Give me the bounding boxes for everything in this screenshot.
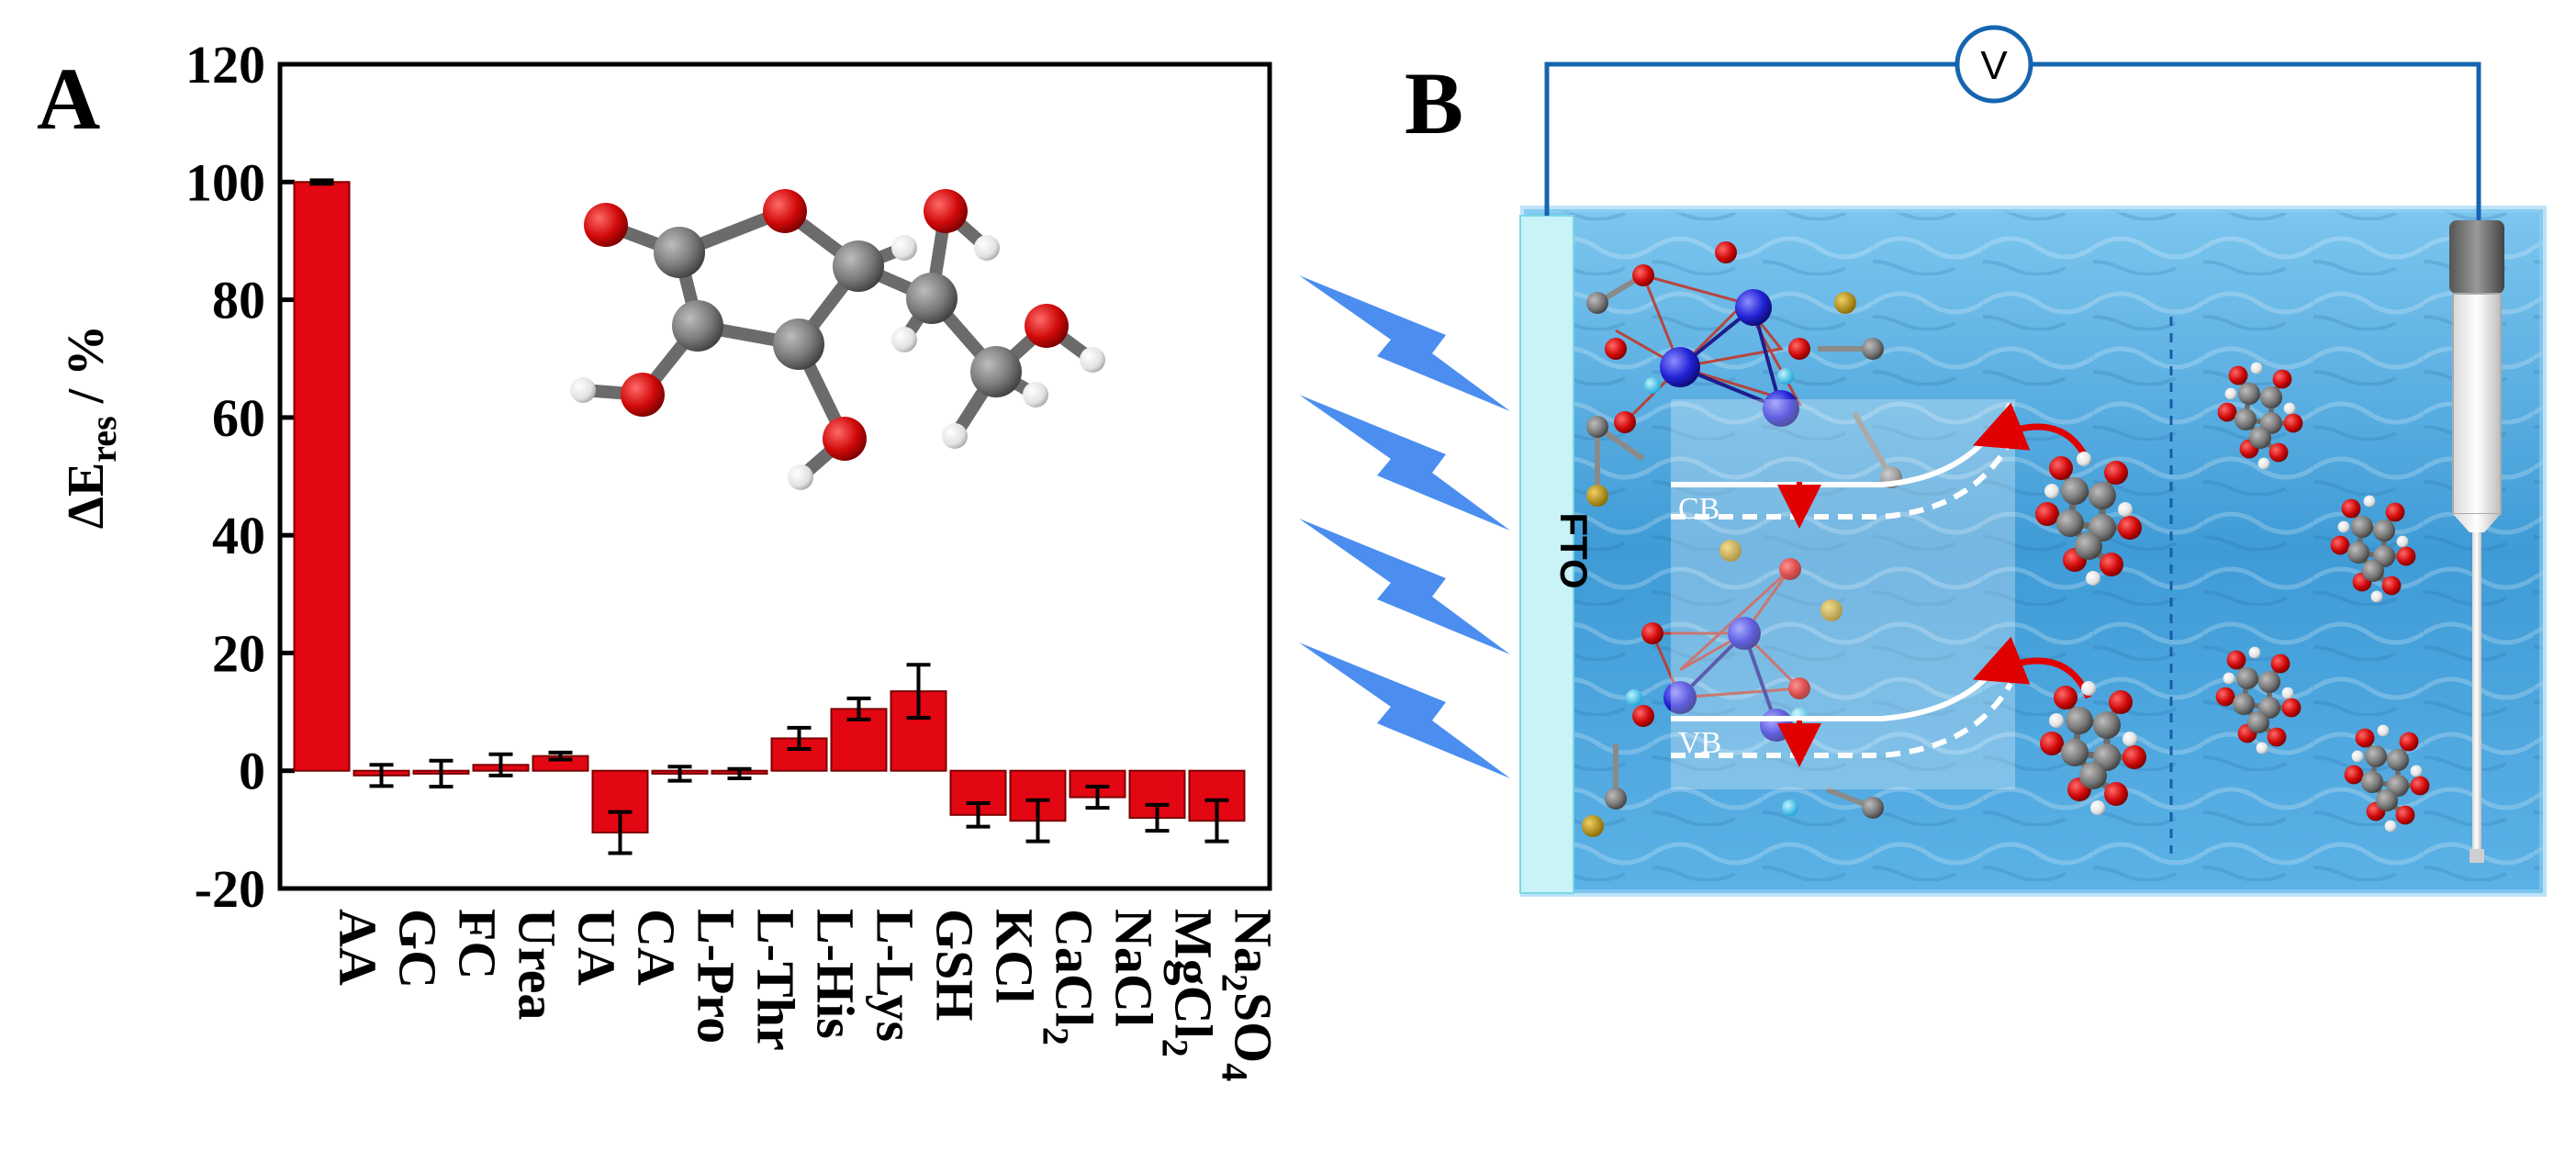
error-bar	[608, 810, 633, 855]
y-tick-label: -20	[195, 859, 265, 919]
error-bar	[727, 766, 752, 781]
x-tick-label: KCl	[985, 909, 1045, 1003]
lightning-bolt-icon	[1299, 519, 1510, 654]
error-bar	[369, 763, 394, 788]
y-tick-label: 60	[212, 388, 265, 448]
error-bar	[846, 696, 871, 721]
bar	[830, 708, 888, 772]
lightning-bolt-icon	[1299, 275, 1510, 411]
reference-electrode	[2449, 220, 2504, 863]
x-tick-label: AA	[329, 909, 388, 986]
x-tick-label: L-His	[806, 909, 866, 1039]
bar	[293, 181, 351, 772]
error-bar	[787, 725, 812, 751]
y-tick-label: 80	[212, 271, 265, 330]
y-tick-label: 40	[212, 506, 265, 565]
ascorbic-acid-molecule-icon	[2035, 452, 2142, 586]
y-tick-label: 0	[239, 742, 265, 801]
ascorbic-acid-molecule-icon	[2330, 495, 2416, 603]
panel-b-label: B	[1405, 54, 1463, 152]
panel-b: B FTO V	[1299, 25, 2547, 897]
y-tick-label: 120	[185, 35, 265, 95]
x-tick-label: L-Lys	[866, 909, 925, 1042]
conduction-band-label: CB	[1678, 492, 1719, 526]
fto-electrode: FTO	[1519, 215, 1596, 894]
x-tick-labels: AA GC FC Urea UA CA L-Pro L-Thr L-His L-Lys GSH KCl…	[329, 909, 1283, 1081]
ascorbic-acid-molecule-icon	[2217, 362, 2303, 470]
plot-frame	[277, 61, 1272, 891]
error-bar	[488, 752, 513, 777]
ascorbic-acid-molecule-illustration	[570, 189, 1105, 490]
error-bar	[1025, 798, 1050, 844]
y-tick-label: 20	[212, 623, 265, 683]
solution-molecules	[2035, 362, 2430, 833]
y-tick-labels: -20 0 20 40 60 80 100 120	[185, 35, 295, 919]
voltmeter: V	[1954, 25, 2033, 104]
error-bar	[667, 765, 692, 783]
error-bar	[429, 758, 454, 789]
fto-label: FTO	[1552, 512, 1596, 588]
y-axis-label: ΔEres / %	[58, 325, 124, 529]
x-tick-label: GSH	[925, 909, 985, 1022]
x-tick-label: L-Pro	[687, 909, 746, 1044]
error-bars	[309, 178, 1229, 855]
error-bar	[966, 800, 991, 829]
x-tick-label: GC	[388, 909, 448, 989]
lightning-bolt-icon	[1299, 643, 1510, 778]
x-tick-label: Na2SO4	[1215, 909, 1283, 1081]
photoactive-cluster-illustration	[1582, 241, 1902, 837]
valence-band-label: VB	[1678, 726, 1721, 760]
error-bar	[1145, 802, 1170, 833]
x-tick-label: MgCl2	[1155, 909, 1224, 1057]
light-irradiation-icons	[1299, 275, 1510, 778]
ascorbic-acid-molecule-icon	[2344, 724, 2430, 833]
ascorbic-acid-molecule-icon	[2215, 646, 2302, 754]
bars	[293, 181, 1246, 834]
x-tick-label: CaCl2	[1036, 909, 1104, 1045]
band-diagram: CB VB	[1671, 399, 2092, 789]
ascorbic-acid-molecule-icon	[2040, 681, 2146, 815]
x-tick-label: L-Thr	[746, 909, 806, 1051]
circuit-wire	[1544, 61, 2481, 225]
error-bar	[1204, 798, 1229, 844]
y-tick-label: 100	[185, 152, 265, 212]
x-tick-label: FC	[448, 909, 508, 979]
error-bar	[1085, 785, 1110, 810]
panel-a: A ΔEres / % -20 0 20 40 60 80 100 120 AA GC FC Ure…	[37, 35, 1283, 1081]
x-tick-label: CA	[627, 909, 687, 986]
x-tick-label: NaCl	[1104, 909, 1164, 1027]
panel-a-label: A	[37, 50, 100, 148]
error-bar	[309, 178, 334, 186]
lightning-bolt-icon	[1299, 395, 1510, 531]
x-tick-label: UA	[567, 909, 627, 986]
error-bar	[906, 663, 931, 720]
x-tick-label: Urea	[508, 909, 567, 1020]
voltmeter-label: V	[1980, 43, 2008, 88]
error-bar	[548, 750, 573, 762]
